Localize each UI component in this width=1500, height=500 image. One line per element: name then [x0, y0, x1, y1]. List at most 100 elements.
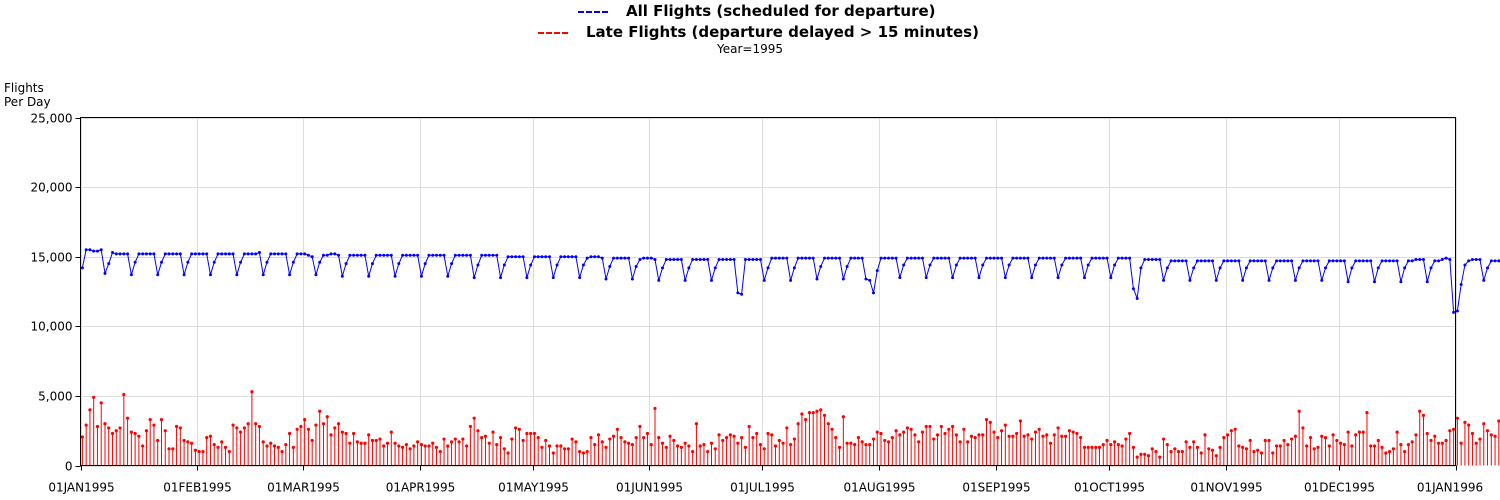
all-flights-point [1297, 266, 1301, 270]
all-flights-point [1252, 259, 1256, 263]
all-flights-point [939, 256, 943, 260]
all-flights-point [1150, 257, 1154, 261]
late-flights-point [1067, 429, 1071, 433]
late-flights-point [1161, 437, 1166, 441]
all-flights-point [728, 257, 732, 261]
late-flights-point [1177, 449, 1181, 454]
late-flights-point [962, 427, 966, 431]
late-flights-point [1086, 445, 1090, 450]
late-flights-point [148, 417, 152, 422]
all-flights-point [250, 252, 254, 256]
late-flights-point [171, 447, 175, 451]
all-flights-point [126, 252, 130, 256]
late-flights-point [1173, 447, 1177, 451]
all-flights-point [563, 255, 567, 259]
all-flights-point [981, 263, 985, 267]
late-flights-point [1150, 447, 1154, 451]
late-flights-point [1252, 449, 1256, 454]
late-flights-point [1271, 451, 1275, 455]
all-flights-point [581, 263, 585, 267]
late-flights-point [465, 444, 469, 448]
all-flights-point [1293, 278, 1297, 282]
late-flights-point [190, 441, 194, 445]
all-flights-point [205, 252, 209, 256]
all-flights-point [668, 257, 672, 261]
all-flights-point [269, 252, 273, 256]
late-flights-point [468, 424, 472, 429]
all-flights-point [1116, 256, 1120, 260]
late-flights-point [1218, 445, 1222, 450]
all-flights-point [1165, 266, 1169, 270]
late-flights-point [1403, 449, 1407, 454]
late-flights-point [653, 406, 657, 411]
all-flights-point [1380, 259, 1384, 263]
late-flights-point [1192, 440, 1196, 444]
late-flights-point [819, 408, 823, 412]
all-flights-point [736, 291, 740, 295]
all-flights-point [1421, 257, 1425, 261]
late-flights-point [201, 449, 205, 454]
all-flights-point [1124, 256, 1128, 260]
late-flights-point [1342, 443, 1346, 447]
late-flights-point [1131, 445, 1136, 450]
late-flights-point [400, 445, 405, 450]
all-flights-point [386, 253, 390, 257]
late-flights-point [981, 433, 985, 437]
all-flights-point [1282, 259, 1286, 263]
late-flights-point [385, 441, 390, 445]
late-flights-point [1060, 434, 1064, 438]
all-flights-point [348, 253, 352, 257]
late-flights-point [1406, 443, 1411, 447]
late-flights-point [785, 426, 789, 430]
late-flights-point [1105, 438, 1109, 443]
late-flights-point [649, 443, 653, 447]
plot-frame [80, 117, 1456, 466]
late-flights-point [1380, 445, 1384, 450]
all-flights-point [1354, 259, 1358, 263]
all-flights-point [864, 277, 868, 281]
late-flights-point [114, 429, 118, 433]
all-flights-point [1331, 259, 1335, 263]
all-flights-point [1267, 278, 1271, 282]
all-flights-point [593, 255, 597, 259]
all-flights-point [1067, 256, 1071, 260]
all-flights-point [1414, 257, 1418, 261]
late-flights-point [431, 441, 435, 445]
all-flights-point [1425, 280, 1429, 284]
late-flights-point [1259, 451, 1264, 455]
all-flights-point [111, 251, 115, 255]
all-flights-point [412, 253, 416, 257]
late-flights-point [1361, 430, 1365, 434]
late-flights-point [412, 444, 416, 448]
y-tick-label: 15,000 [31, 251, 73, 265]
all-flights-point [514, 255, 518, 259]
all-flights-point [1214, 278, 1218, 282]
late-flights-point [1195, 445, 1200, 450]
late-flights-point [303, 417, 307, 422]
late-flights-point [755, 431, 759, 436]
all-flights-point [1301, 259, 1305, 263]
all-flights-point [1308, 259, 1312, 263]
late-flights-point [1399, 443, 1403, 447]
late-flights-point [1033, 430, 1038, 434]
all-flights-point [1233, 259, 1237, 263]
late-flights-point [1274, 444, 1279, 448]
late-flights-point [536, 436, 540, 440]
all-flights-point [178, 252, 182, 256]
late-flights-point [483, 434, 488, 438]
late-flights-point [1482, 422, 1486, 426]
late-flights-point [389, 430, 393, 434]
late-flights-point [265, 444, 269, 448]
late-flights-point [1135, 455, 1139, 459]
all-flights-point [261, 273, 265, 277]
late-flights-point [1233, 427, 1237, 431]
late-flights-point [675, 444, 680, 448]
late-flights-point [623, 440, 627, 444]
all-flights-point [1406, 259, 1410, 263]
late-flights-point [442, 437, 446, 441]
late-flights-point [393, 441, 397, 445]
all-flights-point [936, 256, 940, 260]
all-flights-point [438, 253, 442, 257]
all-flights-point [303, 252, 307, 256]
late-flights-point [1248, 438, 1252, 443]
